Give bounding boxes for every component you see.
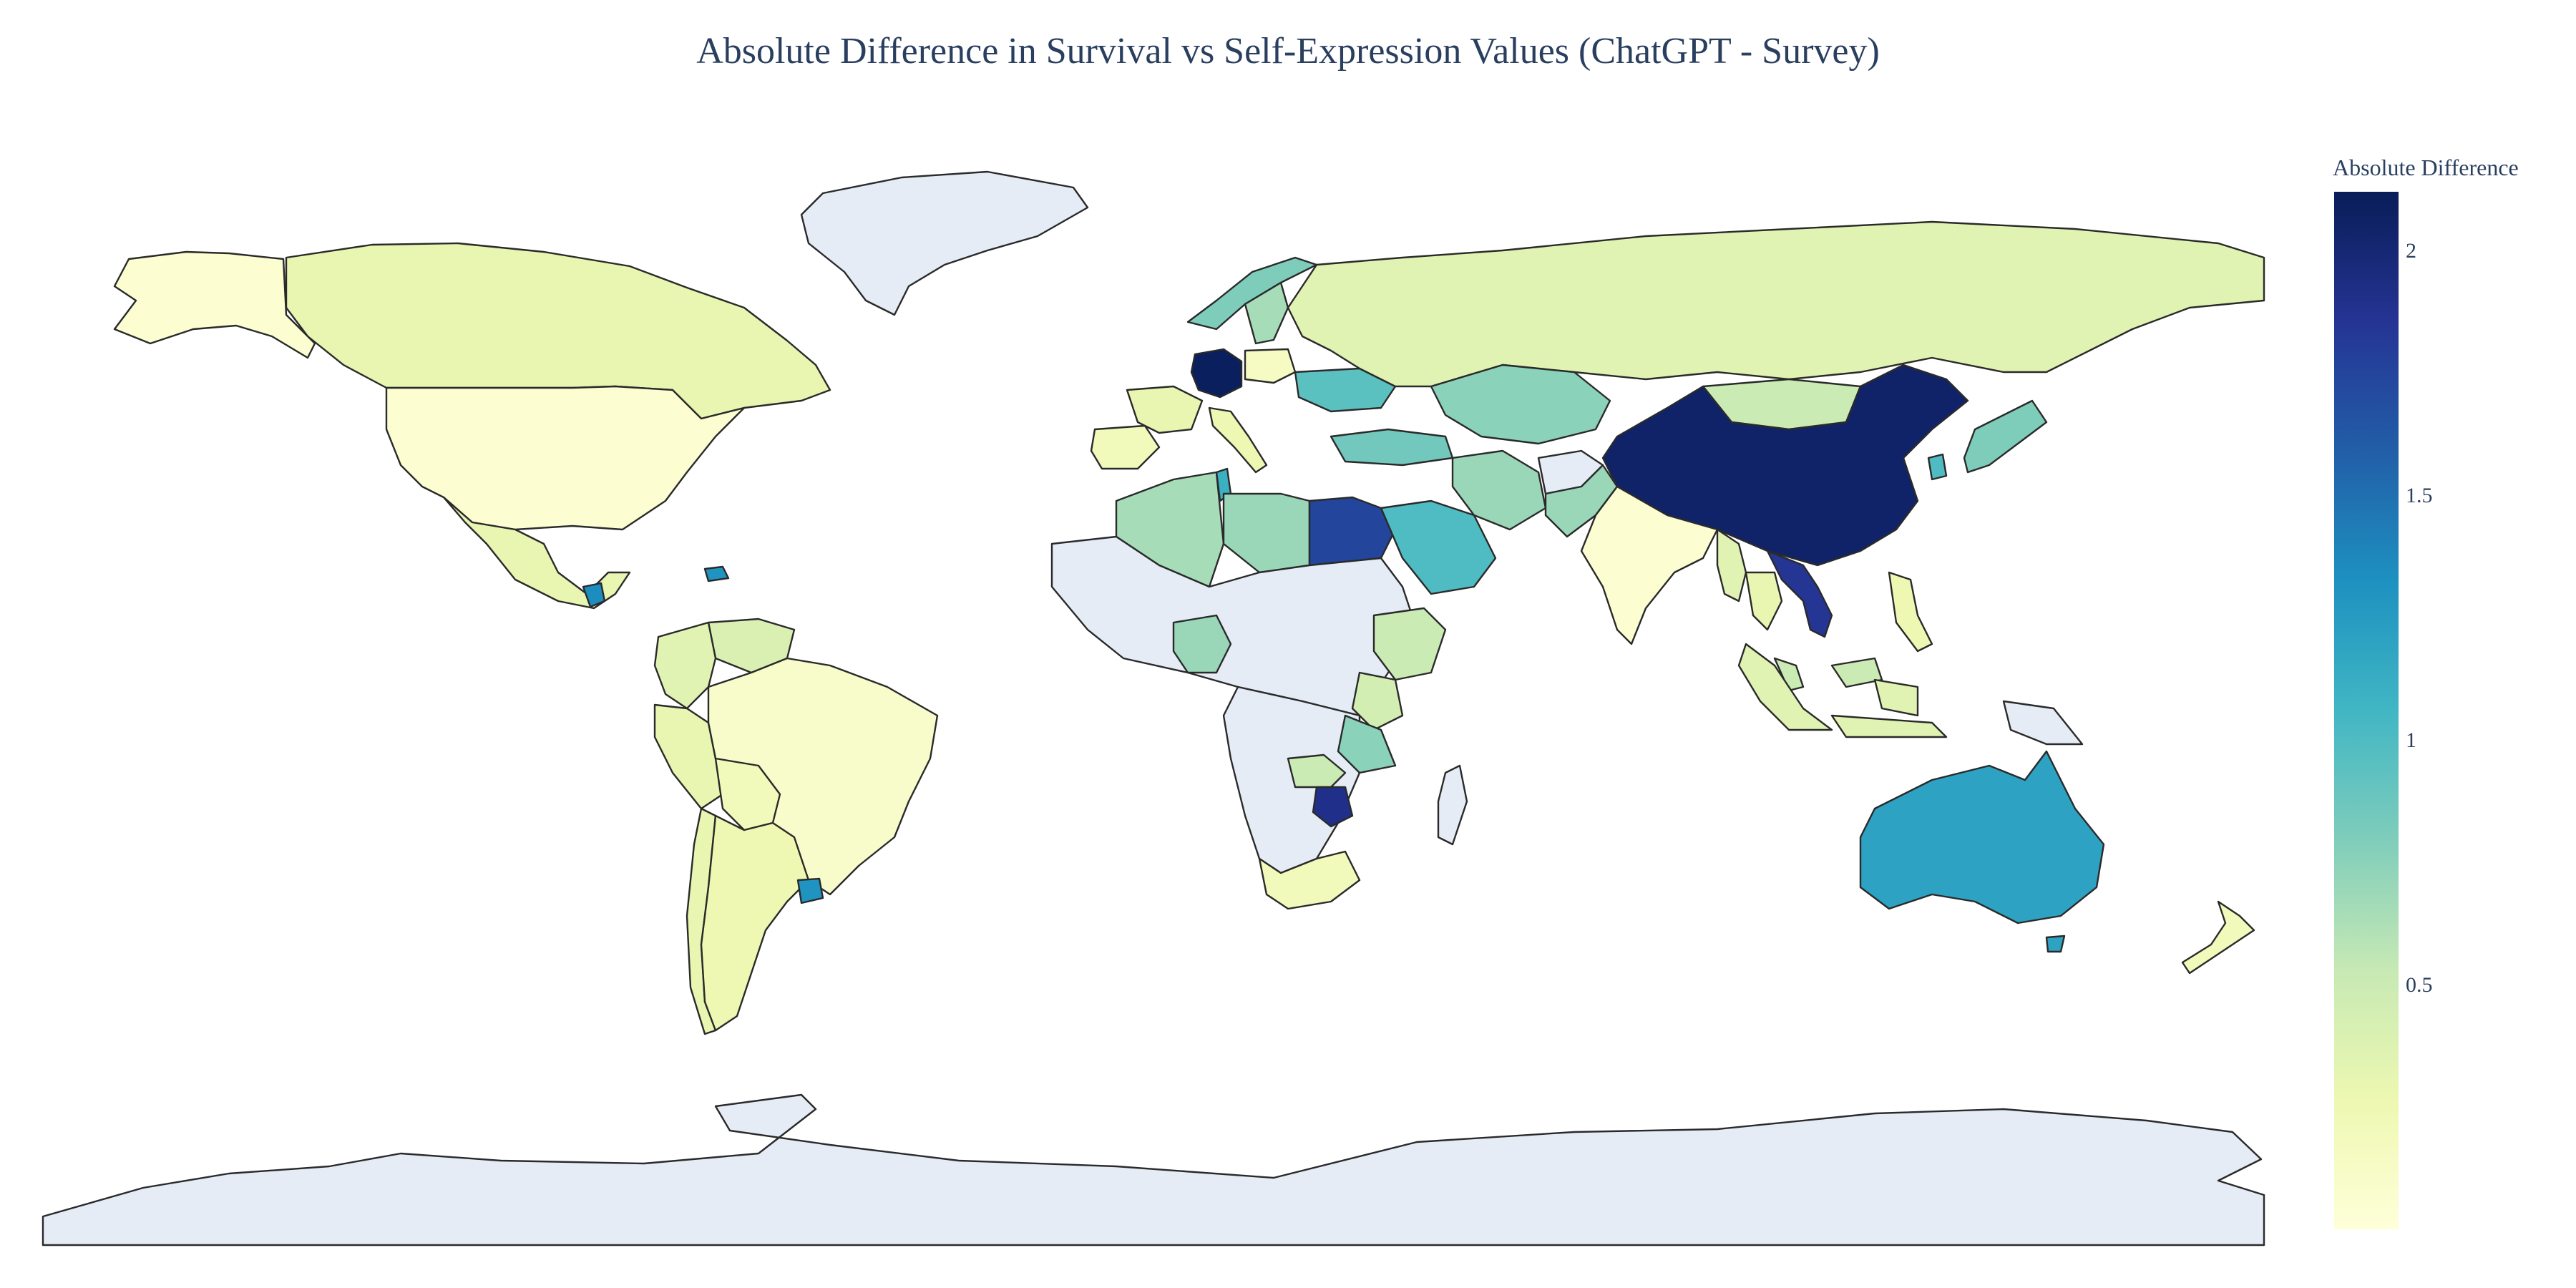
country-kazakhstan[interactable] [1430, 364, 1611, 445]
country-italy[interactable] [1208, 406, 1268, 474]
colorbar-tick-label: 1.5 [2406, 484, 2433, 507]
country-zimbabwe[interactable] [1312, 786, 1354, 828]
country-india[interactable] [1580, 485, 1719, 645]
country-poland[interactable] [1244, 348, 1297, 384]
country-alaska[interactable] [113, 250, 316, 359]
country-new-zealand[interactable] [2181, 900, 2255, 975]
map-title: Absolute Difference in Survival vs Self-… [696, 31, 1880, 72]
country-russia[interactable] [1287, 220, 2265, 388]
colorbar-tick-label: 1 [2406, 728, 2416, 752]
country-indonesia[interactable] [1737, 643, 1948, 738]
country-spain[interactable] [1090, 424, 1161, 470]
country-ethiopia[interactable] [1372, 607, 1447, 681]
country-france[interactable] [1126, 385, 1204, 434]
country-germany[interactable] [1190, 348, 1243, 399]
country-layer [42, 170, 2265, 1246]
country-uruguay[interactable] [796, 877, 824, 904]
country-nigeria[interactable] [1172, 614, 1232, 674]
country-philippines[interactable] [1888, 571, 1933, 653]
country-guatemala[interactable] [582, 582, 606, 608]
colorbar-tick-label: 0.5 [2406, 973, 2433, 997]
country-saudi-arabia[interactable] [1380, 499, 1497, 595]
country-japan[interactable] [1963, 399, 2048, 474]
country-argentina[interactable] [700, 814, 810, 1032]
country-madagascar[interactable] [1437, 764, 1468, 846]
country-zambia[interactable] [1287, 753, 1347, 789]
country-libya[interactable] [1222, 492, 1311, 574]
colorbar: Absolute Difference 0.5 1 1.5 2 [2333, 155, 2519, 1229]
country-greenland[interactable] [800, 170, 1089, 316]
colorbar-title: Absolute Difference [2333, 155, 2519, 180]
colorbar-ticks: 0.5 1 1.5 2 [2406, 239, 2433, 997]
country-sweden[interactable] [1244, 281, 1289, 345]
country-south-africa[interactable] [1258, 850, 1361, 910]
country-australia[interactable] [1859, 750, 2105, 953]
country-united-states[interactable] [385, 385, 746, 531]
country-turkey[interactable] [1330, 428, 1454, 467]
country-dominican-republic[interactable] [703, 565, 730, 582]
country-tanzania[interactable] [1337, 714, 1397, 774]
country-south-korea[interactable] [1927, 453, 1948, 481]
country-vietnam[interactable] [1766, 550, 1833, 638]
colorbar-tick-label: 2 [2406, 239, 2416, 263]
country-antarctica[interactable] [42, 1093, 2265, 1246]
country-malaysia[interactable] [1773, 657, 1883, 692]
colorbar-gradient [2334, 192, 2399, 1229]
country-mexico[interactable] [442, 496, 631, 610]
country-thailand[interactable] [1745, 571, 1783, 631]
country-kenya[interactable] [1351, 671, 1404, 731]
country-canada[interactable] [285, 242, 831, 420]
country-papua-new-guinea[interactable] [2002, 700, 2084, 746]
country-colombia[interactable] [653, 621, 717, 710]
country-iran[interactable] [1451, 449, 1547, 531]
country-myanmar[interactable] [1716, 528, 1747, 602]
